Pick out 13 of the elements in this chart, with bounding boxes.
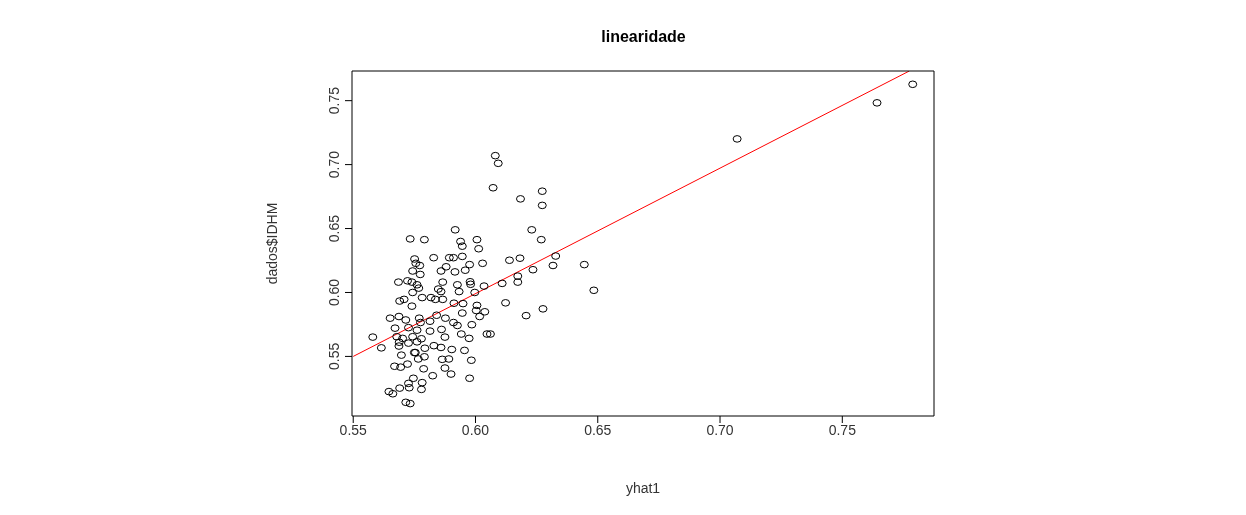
y-tick-label: 0.55 [326,342,342,371]
x-tick-label: 0.55 [339,421,368,438]
x-tick-label: 0.60 [461,421,490,438]
x-tick-label: 0.65 [584,421,612,438]
chart-title: linearidade [600,28,687,46]
y-tick-label: 0.65 [326,214,342,243]
y-tick-label: 0.75 [326,86,342,115]
x-tick-label: 0.70 [706,421,734,438]
y-tick-label: 0.70 [326,150,342,179]
x-axis-title: yhat1 [625,480,661,496]
y-axis-title: dados$IDHM [263,202,280,285]
y-tick-label: 0.60 [326,278,342,307]
x-tick-label: 0.75 [828,421,857,438]
